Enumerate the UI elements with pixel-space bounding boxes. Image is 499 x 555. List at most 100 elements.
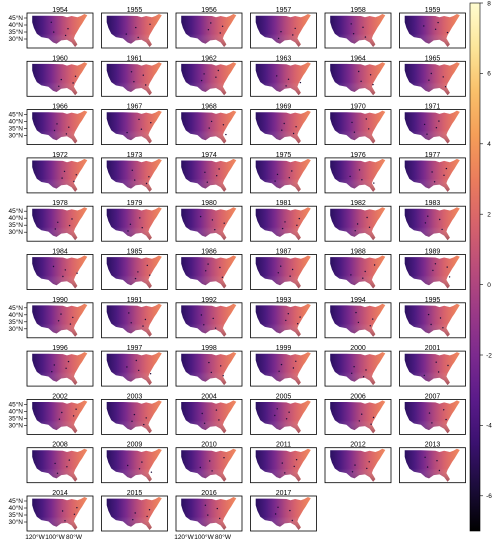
station-dot (289, 509, 291, 512)
us-map-shade (32, 400, 88, 434)
station-dot (372, 416, 375, 419)
station-dot (428, 79, 430, 81)
map-panel: 2006 (324, 393, 392, 435)
panel-year-label: 1991 (127, 297, 143, 304)
panel-year-label: 1989 (425, 249, 441, 256)
station-dot (130, 71, 133, 73)
station-dot (67, 28, 69, 30)
lat-tick-label: 30°N (8, 35, 23, 43)
station-dot (445, 167, 448, 170)
us-map-shade (404, 352, 460, 386)
us-map-shade (181, 352, 237, 386)
station-dot (75, 408, 77, 410)
us-map-shade (330, 303, 386, 337)
station-dot (351, 121, 353, 124)
map-panel: 1981 (250, 200, 317, 242)
station-dot (361, 413, 363, 415)
station-dot (200, 79, 203, 82)
station-dot (369, 325, 371, 327)
station-dot (353, 366, 355, 368)
map-panel: 1979 (101, 200, 168, 242)
map-panel: 2003 (101, 393, 168, 435)
panel-year-label: 1957 (276, 7, 292, 14)
map-panel: 1958 (324, 7, 392, 49)
lat-tick-label: 30°N (8, 421, 23, 429)
map-panel: 1965 (399, 55, 466, 97)
station-dot (357, 321, 360, 324)
station-dot (358, 70, 360, 73)
station-dot (211, 219, 214, 221)
station-dot (372, 83, 374, 86)
map-panel: 2010 (175, 442, 243, 484)
station-dot (438, 469, 441, 472)
station-dot (292, 367, 295, 369)
station-dot (199, 215, 202, 218)
station-dot (149, 373, 152, 375)
us-map-shade (330, 62, 386, 96)
station-dot (298, 217, 300, 220)
map-panel: 1984 (26, 249, 94, 290)
station-dot (126, 131, 128, 134)
map-panel: 2013 (399, 442, 466, 484)
map-panel: 1968 (175, 104, 243, 145)
map-panel: 1990 (26, 297, 94, 339)
panel-year-label: 1965 (425, 55, 441, 62)
map-panel: 1991 (101, 297, 168, 339)
station-dot (137, 271, 139, 273)
map-panel: 1976 (324, 152, 392, 194)
station-dot (437, 21, 439, 24)
station-dot (431, 422, 433, 424)
map-panel: 1961 (101, 55, 168, 97)
us-map-shade (255, 158, 311, 192)
station-dot (215, 76, 217, 78)
lon-tick-label: 120°W (174, 533, 194, 541)
lat-tick-label: 30°N (8, 228, 23, 236)
station-dot (443, 174, 445, 176)
station-dot (58, 85, 60, 88)
station-dot (430, 72, 432, 75)
station-dot (143, 423, 145, 426)
us-map-shade (181, 110, 237, 144)
station-dot (439, 218, 441, 221)
us-map-shade (106, 62, 162, 96)
station-dot (203, 422, 206, 424)
station-dot (219, 266, 221, 269)
station-dot (447, 364, 449, 367)
us-map-shade (32, 158, 88, 192)
panel-year-label: 2016 (201, 490, 217, 497)
map-panel: 2009 (101, 442, 168, 484)
us-map-shade (330, 352, 386, 386)
map-panel: 2016 (175, 490, 243, 532)
station-dot (446, 266, 448, 268)
us-map-shade (255, 255, 311, 289)
us-map-shade (106, 400, 162, 434)
station-dot (61, 510, 64, 512)
station-dot (366, 467, 368, 470)
panel-year-label: 2000 (350, 345, 366, 352)
station-dot (141, 461, 143, 463)
station-dot (65, 367, 67, 369)
station-dot (58, 418, 61, 420)
station-dot (203, 324, 205, 326)
us-map-shade (330, 255, 386, 289)
lat-tick-label: 45°N (8, 111, 23, 119)
station-dot (366, 216, 368, 219)
station-dot (68, 224, 71, 227)
station-dot (66, 466, 68, 468)
station-dot (291, 268, 294, 271)
panel-year-label: 1983 (425, 200, 441, 207)
colorbar-tick-label: 4 (487, 141, 491, 148)
panel-year-label: 1982 (350, 200, 366, 207)
station-dot (362, 277, 364, 279)
panel-year-label: 1976 (350, 152, 366, 159)
station-dot (424, 456, 426, 458)
station-dot (356, 223, 359, 225)
panel-year-label: 1988 (350, 249, 366, 256)
lat-tick-label: 30°N (8, 132, 23, 140)
map-panel: 2001 (399, 345, 466, 387)
station-dot (354, 230, 356, 232)
us-map-shade (181, 207, 237, 241)
station-dot (135, 359, 137, 362)
colorbar-tick-label: 8 (487, 0, 491, 7)
us-map-shade (330, 110, 386, 144)
